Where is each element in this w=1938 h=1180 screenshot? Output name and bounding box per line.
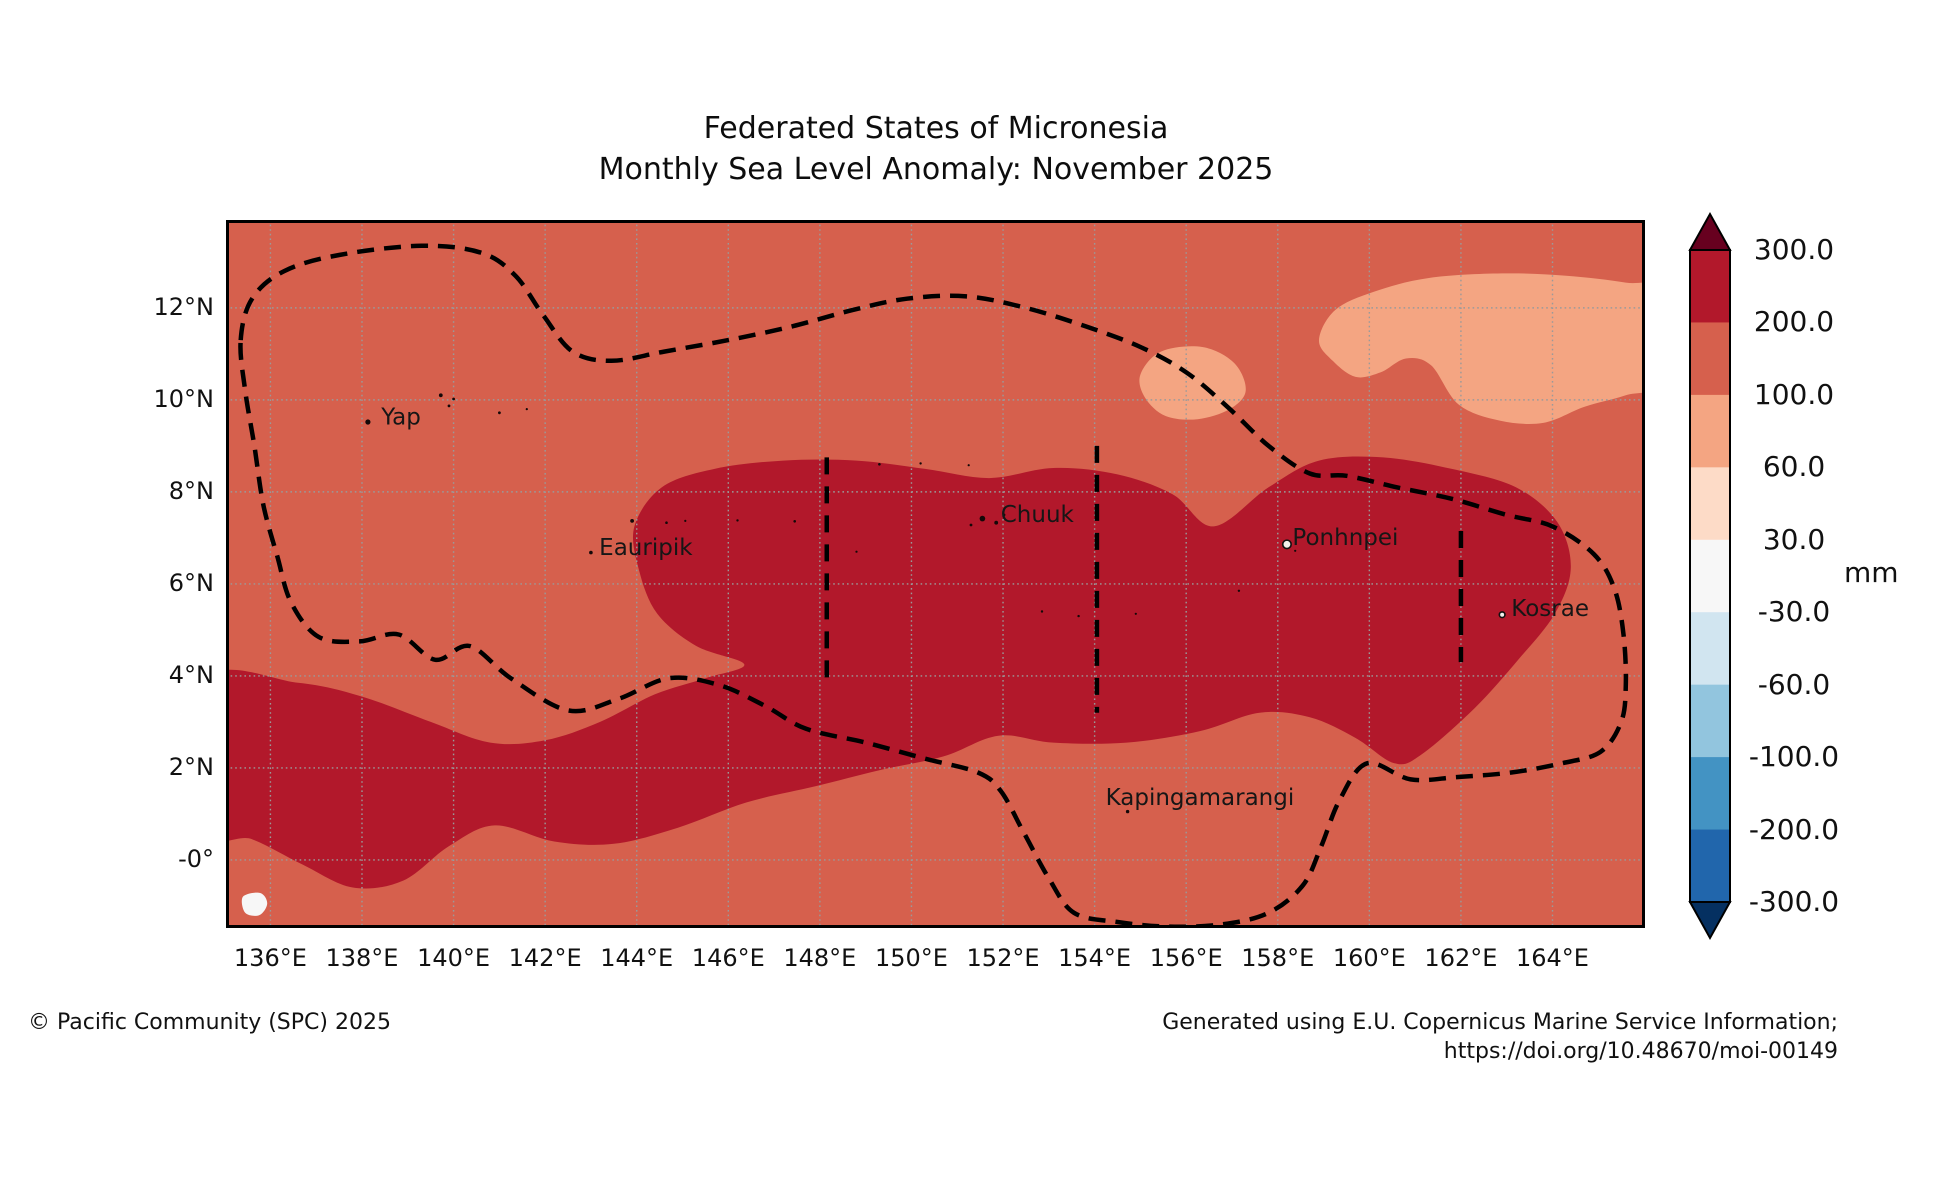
island-speck [1125,809,1130,814]
island-speck [452,397,455,401]
colorbar-segment [1690,394,1730,468]
colorbar-tick-label: -200.0 [1748,812,1840,846]
kosrae-island-marker [1498,611,1506,619]
island-speck [525,408,528,411]
figure-title-line2: Monthly Sea Level Anomaly: November 2025 [598,152,1274,187]
colorbar-under-arrow [1688,901,1732,941]
colorbar-segment [1690,612,1730,686]
x-tick-label: 136°E [233,944,307,972]
colorbar-segment [1690,684,1730,758]
attribution-text: Generated using E.U. Copernicus Marine S… [1162,1008,1838,1066]
x-tick-label: 160°E [1332,944,1406,972]
island-speck [1040,610,1044,613]
island-speck [1237,589,1241,592]
colorbar-tick-label: -30.0 [1757,595,1831,629]
island-speck [1002,513,1006,517]
island-speck [665,521,668,524]
pohnpei-island-marker [1281,539,1292,550]
near-zero-spot-southwest [241,892,268,916]
station-label-eauripik: Eauripik [599,535,693,561]
anomaly-map: Yap Eauripik Chuuk Ponhnpei Kosrae Kapingamar… [226,220,1645,928]
island-speck [919,462,922,465]
colorbar [1688,211,1732,941]
colorbar-tick-label: 60.0 [1762,450,1826,484]
attribution-line2: https://doi.org/10.48670/moi-00149 [1443,1039,1838,1064]
colorbar-tick-label: 30.0 [1762,522,1826,556]
x-tick-label: 138°E [325,944,399,972]
x-tick-label: 144°E [600,944,674,972]
colorbar-tick-label: 300.0 [1753,233,1835,266]
island-speck [979,515,986,522]
y-tick-label: 2°N [168,752,214,781]
island-speck [589,550,593,555]
x-tick-label: 162°E [1424,944,1498,972]
x-tick-label: 140°E [417,944,491,972]
island-speck [969,523,973,527]
map-border [226,220,1645,928]
y-tick-label: 4°N [168,660,214,689]
colorbar-tick-label: -300.0 [1748,885,1840,918]
colorbar-segment [1690,757,1730,831]
x-tick-label: 158°E [1241,944,1315,972]
x-tick-label: 148°E [783,944,857,972]
x-tick-label: 152°E [966,944,1040,972]
x-tick-label: 164°E [1516,944,1589,972]
figure-title: Federated States of Micronesia Monthly S… [0,108,1872,190]
island-speck [1077,614,1080,618]
island-speck [967,464,970,467]
colorbar-segment [1690,829,1730,903]
island-speck [1294,549,1297,552]
high-anomaly-band-200-300 [226,456,1571,889]
island-speck [365,419,371,425]
colorbar-outline [1689,249,1731,903]
colorbar-tick-label: 200.0 [1753,305,1835,339]
colorbar-over-arrow [1688,211,1732,251]
island-speck [438,393,443,398]
island-speck [736,519,739,522]
eez-boundary-line [238,243,1629,928]
island-speck [630,519,634,523]
low-anomaly-patch-60-100-northeast [1318,273,1645,424]
station-label-yap: Yap [380,404,421,430]
colorbar-unit-label: mm [1844,556,1899,589]
attribution-line1: Generated using E.U. Copernicus Marine S… [1162,1010,1838,1035]
colorbar-segment [1690,322,1730,396]
station-label-ponhnpei: Ponhnpei [1292,525,1398,551]
island-speck [1134,612,1137,615]
island-speck [684,519,687,522]
island-speck [994,520,999,525]
colorbar-tick-label: -60.0 [1757,667,1831,701]
station-label-chuuk: Chuuk [1001,502,1075,528]
y-tick-label: 12°N [153,292,215,321]
island-speck [447,404,451,408]
colorbar-tick-label: -100.0 [1748,740,1840,774]
x-tick-label: 146°E [691,944,765,972]
y-tick-label: 10°N [153,384,215,413]
y-tick-label: -0° [178,844,214,873]
island-speck [498,411,501,415]
low-anomaly-patch-60-100-north [1139,346,1246,420]
island-speck [855,550,858,553]
colorbar-segment [1690,467,1730,541]
colorbar-segment [1690,250,1730,323]
x-tick-label: 150°E [874,944,948,972]
x-tick-label: 154°E [1058,944,1132,972]
colorbar-tick-label: 100.0 [1753,377,1835,411]
y-tick-label: 8°N [168,476,214,505]
island-speck [793,520,796,523]
x-tick-label: 142°E [508,944,582,972]
x-tick-label: 156°E [1149,944,1223,972]
island-speck [878,463,881,466]
station-label-kapingamarangi: Kapingamarangi [1106,785,1295,811]
figure-title-line1: Federated States of Micronesia [703,111,1169,146]
copyright-text: © Pacific Community (SPC) 2025 [28,1010,391,1035]
anomaly-map-canvas: Yap Eauripik Chuuk Ponhnpei Kosrae Kapingamar… [226,220,1645,928]
station-label-kosrae: Kosrae [1511,596,1589,622]
colorbar-segment [1690,539,1730,613]
y-tick-label: 6°N [168,568,214,597]
